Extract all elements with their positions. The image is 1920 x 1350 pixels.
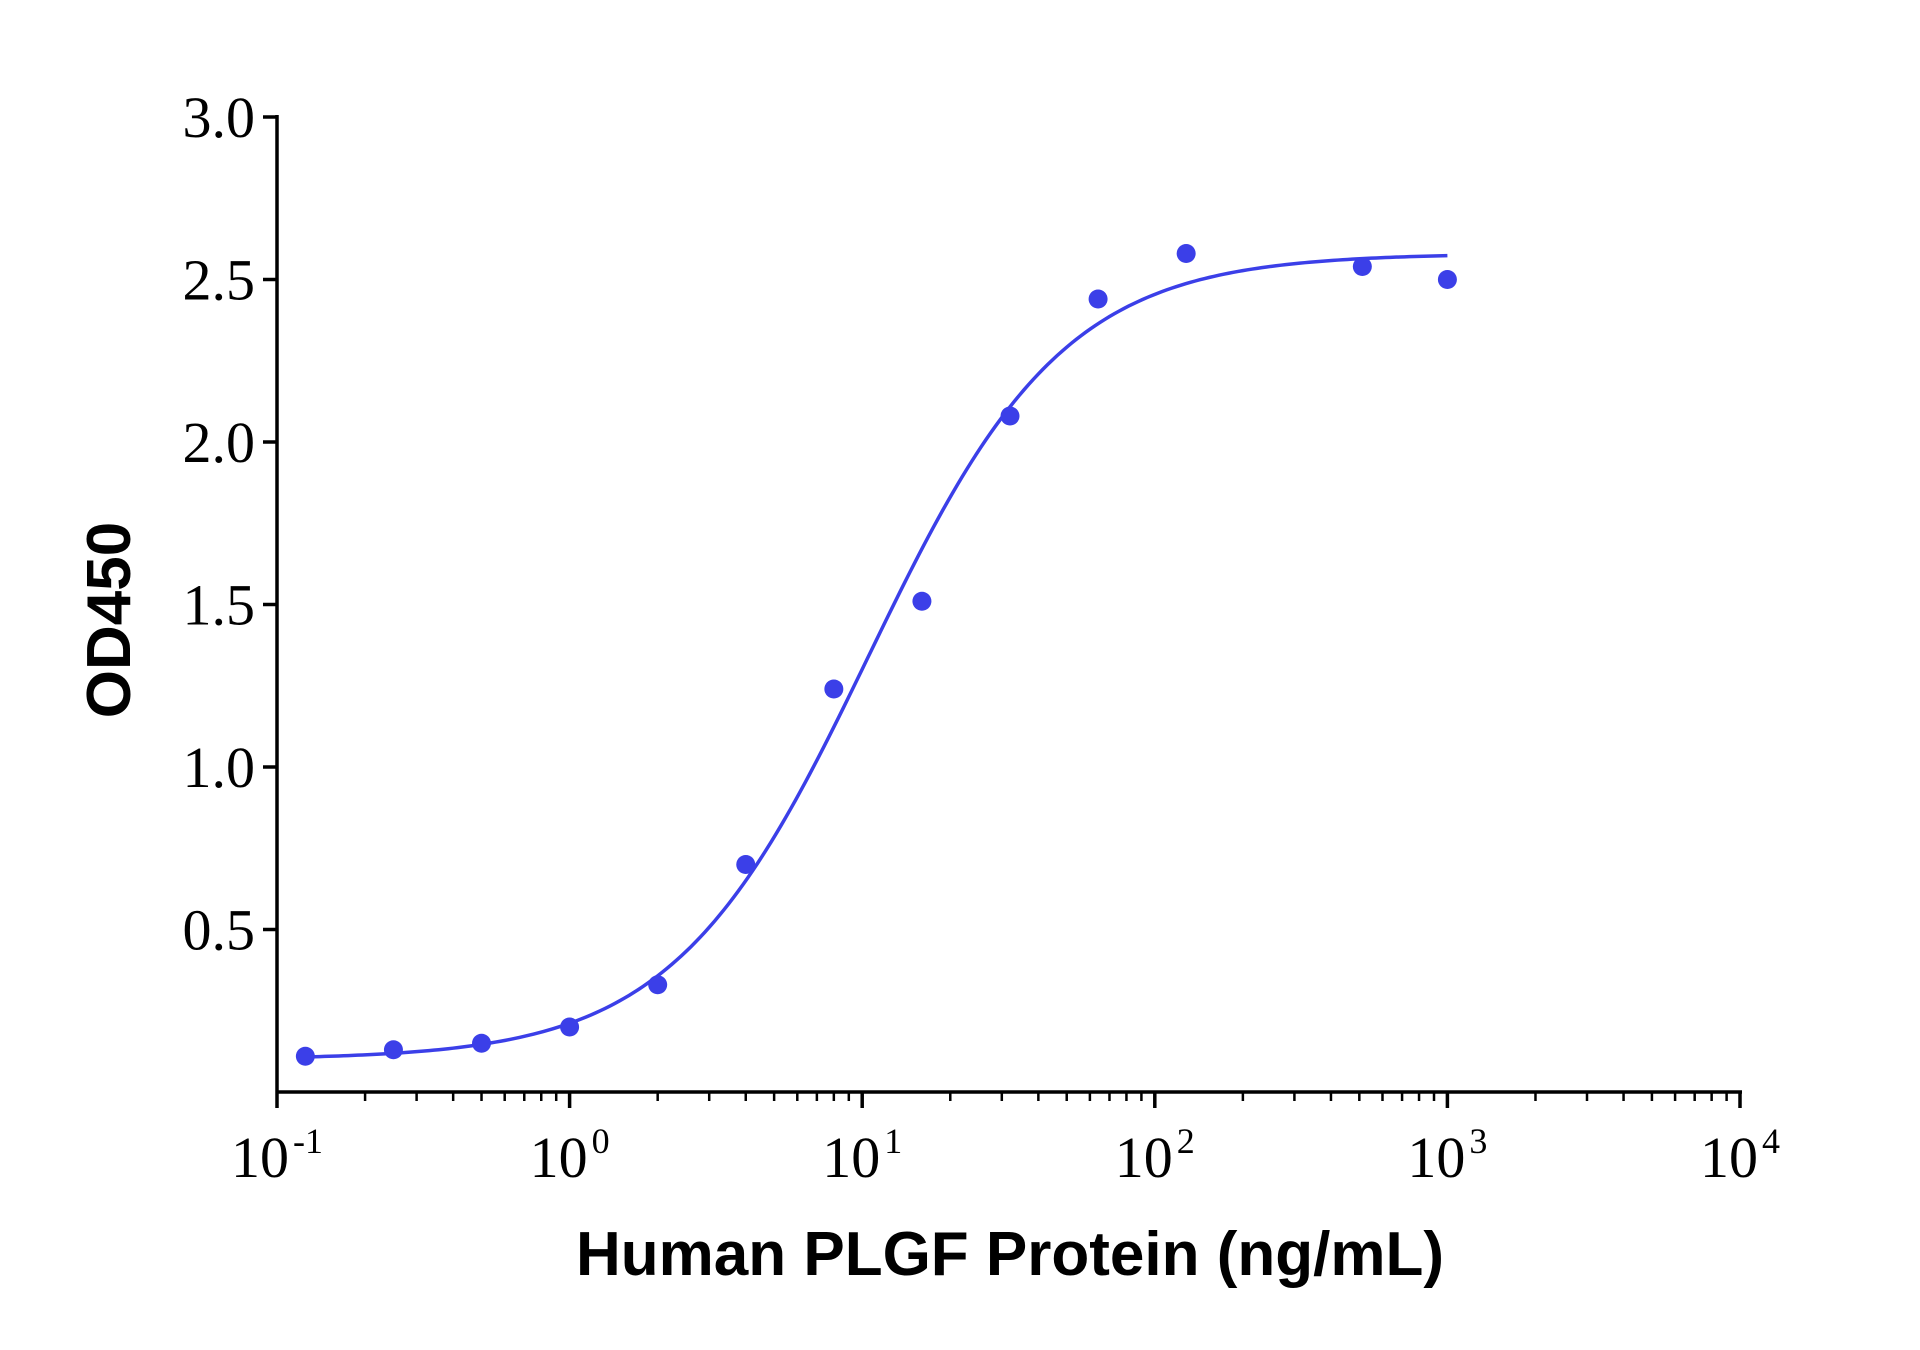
x-tick-exponent: 0 — [592, 1121, 610, 1161]
data-point — [648, 975, 668, 995]
x-tick-base: 10 — [822, 1125, 880, 1190]
data-point — [560, 1017, 580, 1037]
y-tick-label: 3.0 — [183, 85, 256, 150]
x-tick-label: 10 3 — [1407, 1121, 1487, 1190]
data-point — [383, 1040, 403, 1060]
data-points — [295, 244, 1457, 1066]
x-axis-title: Human PLGF Protein (ng/mL) — [576, 1220, 1444, 1289]
y-tick-label: 2.0 — [183, 410, 256, 475]
x-tick-label: 10 -1 — [231, 1121, 323, 1190]
data-point — [295, 1046, 315, 1066]
x-tick-exponent: -1 — [293, 1121, 323, 1161]
x-tick-exponent: 1 — [884, 1121, 902, 1161]
data-point — [736, 855, 756, 874]
x-tick-exponent: 2 — [1177, 1121, 1195, 1161]
x-tick-exponent: 3 — [1469, 1121, 1487, 1161]
data-point — [1437, 270, 1457, 289]
x-tick-base: 10 — [231, 1125, 289, 1190]
x-tick-base: 10 — [1700, 1125, 1758, 1190]
y-tick-label: 1.0 — [183, 735, 256, 800]
y-tick-label: 2.5 — [183, 248, 256, 313]
x-tick-label: 10 2 — [1115, 1121, 1195, 1190]
x-tick-label: 10 4 — [1700, 1121, 1780, 1190]
x-tick-base: 10 — [1115, 1125, 1173, 1190]
y-tick-label: 0.5 — [183, 898, 256, 963]
data-point — [824, 679, 844, 699]
x-axis-ticks: 10 -1 10 0 10 1 10 2 10 3 10 4 — [231, 1092, 1780, 1190]
data-point — [912, 591, 932, 611]
data-point — [1176, 244, 1196, 263]
y-axis-title: OD450 — [75, 522, 144, 718]
x-tick-base: 10 — [1407, 1125, 1465, 1190]
y-tick-label: 1.5 — [183, 573, 256, 638]
x-tick-base: 10 — [530, 1125, 588, 1190]
x-tick-label: 10 0 — [530, 1121, 610, 1190]
data-point — [1000, 406, 1020, 426]
x-tick-exponent: 4 — [1762, 1121, 1780, 1161]
fit-curve — [305, 253, 1448, 1059]
data-point — [1088, 289, 1108, 309]
x-tick-label: 10 1 — [822, 1121, 902, 1190]
data-point — [472, 1033, 492, 1053]
plot-area: 0.51.01.52.02.53.0 10 -1 10 0 10 1 10 2 10 3 10 4 — [183, 85, 1781, 1190]
data-point — [1352, 257, 1372, 276]
y-axis-ticks: 0.5 1.0 1.5 2.0 2.5 3.0 — [183, 85, 277, 963]
